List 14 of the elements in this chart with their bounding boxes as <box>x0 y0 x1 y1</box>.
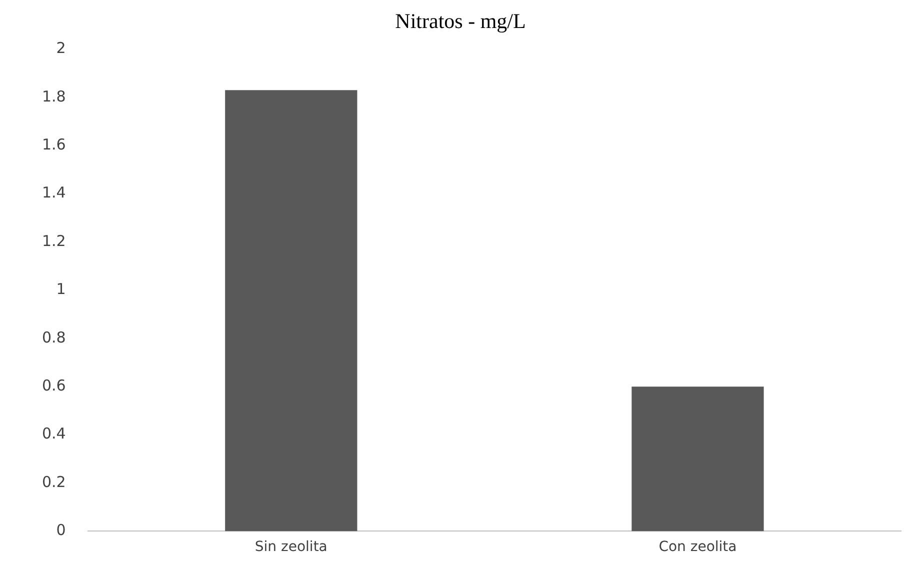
y-tick-label: 0.4 <box>42 424 66 443</box>
y-tick-label: 2 <box>56 39 66 58</box>
x-tick-label: Con zeolita <box>658 539 737 556</box>
x-tick-label: Sin zeolita <box>254 539 328 556</box>
y-tick-label: 0 <box>56 521 66 540</box>
chart-title: Nitratos - mg/L <box>395 9 526 34</box>
y-tick-label: 1.4 <box>42 184 66 202</box>
y-tick-label: 0.8 <box>42 328 66 346</box>
y-tick-label: 1.6 <box>42 135 66 154</box>
y-tick-label: 1.8 <box>42 87 66 106</box>
y-tick-label: 1 <box>56 280 66 298</box>
y-tick-label: 0.2 <box>42 472 66 491</box>
y-tick-label: 0.6 <box>42 376 66 394</box>
y-tick-label: 1.2 <box>42 232 66 250</box>
